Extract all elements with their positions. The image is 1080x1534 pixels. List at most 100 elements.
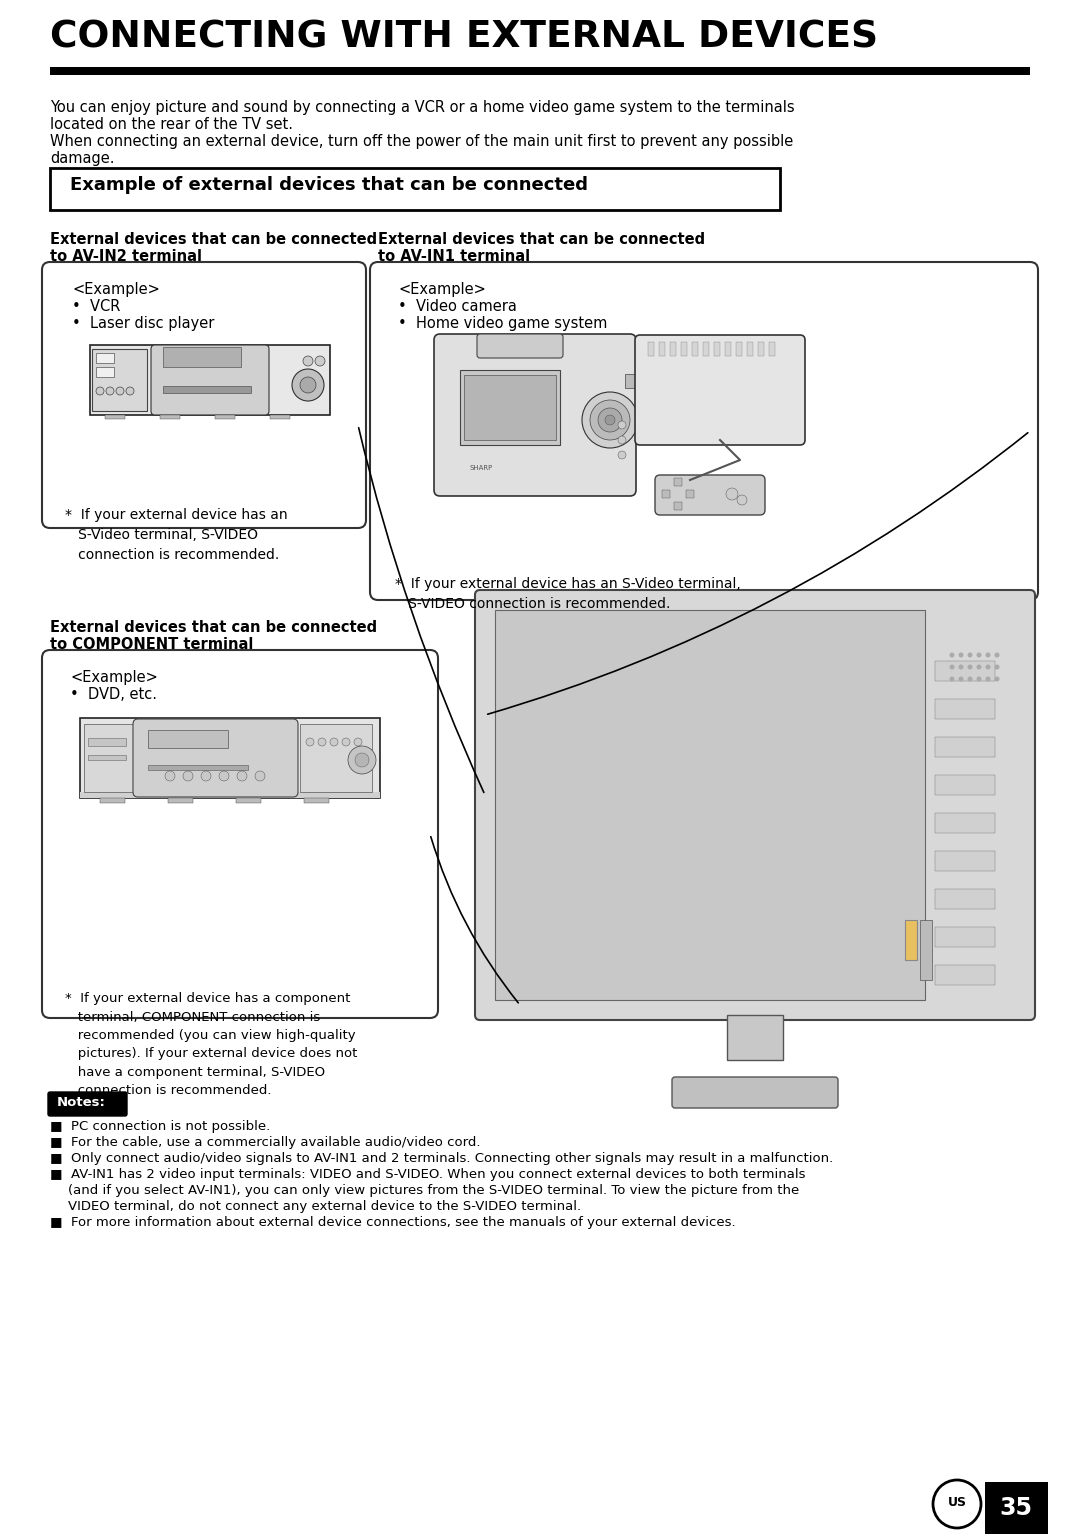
Circle shape — [303, 356, 313, 367]
Text: Notes:: Notes: — [57, 1095, 106, 1109]
Text: When connecting an external device, turn off the power of the main unit first to: When connecting an external device, turn… — [50, 133, 793, 149]
Text: External devices that can be connected: External devices that can be connected — [378, 232, 705, 247]
Circle shape — [126, 387, 134, 394]
Text: ■  For the cable, use a commercially available audio/video cord.: ■ For the cable, use a commercially avai… — [50, 1137, 481, 1149]
Bar — [300, 724, 372, 792]
Circle shape — [219, 772, 229, 781]
Bar — [464, 374, 556, 440]
Circle shape — [582, 393, 638, 448]
Circle shape — [968, 664, 972, 669]
Bar — [84, 724, 134, 792]
Bar — [100, 798, 125, 802]
Circle shape — [342, 738, 350, 746]
Bar — [935, 851, 995, 871]
Bar — [50, 169, 780, 210]
Circle shape — [959, 664, 963, 669]
Bar — [90, 345, 330, 416]
Bar — [935, 775, 995, 795]
Bar — [735, 342, 742, 356]
Circle shape — [995, 664, 999, 669]
Text: •  Laser disc player: • Laser disc player — [72, 316, 214, 331]
Bar — [935, 890, 995, 910]
Bar — [935, 965, 995, 985]
Circle shape — [618, 451, 626, 459]
Circle shape — [116, 387, 124, 394]
Bar — [674, 502, 681, 509]
Circle shape — [949, 676, 955, 681]
Circle shape — [355, 753, 369, 767]
FancyBboxPatch shape — [133, 719, 298, 798]
Circle shape — [292, 370, 324, 400]
Bar — [681, 342, 687, 356]
FancyBboxPatch shape — [434, 334, 636, 495]
Bar — [96, 367, 114, 377]
Bar — [935, 736, 995, 756]
Bar — [769, 342, 775, 356]
Circle shape — [949, 664, 955, 669]
Circle shape — [300, 377, 316, 393]
Text: ■  Only connect audio/video signals to AV-IN1 and 2 terminals. Connecting other : ■ Only connect audio/video signals to AV… — [50, 1152, 834, 1164]
Circle shape — [618, 436, 626, 443]
Bar — [163, 347, 241, 367]
Bar — [87, 738, 126, 746]
Bar — [662, 489, 670, 499]
Bar — [460, 370, 561, 445]
Bar — [80, 718, 380, 798]
Bar — [625, 374, 645, 388]
Circle shape — [976, 664, 982, 669]
Circle shape — [737, 495, 747, 505]
Circle shape — [605, 416, 615, 425]
Text: <Example>: <Example> — [72, 282, 160, 298]
Bar — [727, 1016, 783, 1060]
Bar — [659, 342, 665, 356]
Circle shape — [96, 387, 104, 394]
Circle shape — [165, 772, 175, 781]
FancyBboxPatch shape — [151, 345, 269, 416]
Text: ■  AV-IN1 has 2 video input terminals: VIDEO and S-VIDEO. When you connect exter: ■ AV-IN1 has 2 video input terminals: VI… — [50, 1167, 806, 1181]
Bar — [168, 798, 193, 802]
Circle shape — [318, 738, 326, 746]
Text: US: US — [947, 1497, 967, 1509]
Bar — [105, 416, 125, 419]
Text: VIDEO terminal, do not connect any external device to the S-VIDEO terminal.: VIDEO terminal, do not connect any exter… — [68, 1200, 581, 1213]
Bar — [686, 489, 694, 499]
Text: to COMPONENT terminal: to COMPONENT terminal — [50, 637, 254, 652]
FancyBboxPatch shape — [654, 476, 765, 515]
Text: You can enjoy picture and sound by connecting a VCR or a home video game system : You can enjoy picture and sound by conne… — [50, 100, 795, 115]
Text: Example of external devices that can be connected: Example of external devices that can be … — [70, 176, 588, 193]
Bar — [935, 813, 995, 833]
FancyBboxPatch shape — [42, 262, 366, 528]
Text: <Example>: <Example> — [70, 670, 158, 686]
Text: to AV-IN1 terminal: to AV-IN1 terminal — [378, 249, 530, 264]
Circle shape — [590, 400, 630, 440]
Text: damage.: damage. — [50, 150, 114, 166]
Bar — [714, 342, 720, 356]
Circle shape — [315, 356, 325, 367]
Bar — [703, 342, 708, 356]
Circle shape — [949, 652, 955, 658]
Text: External devices that can be connected: External devices that can be connected — [50, 620, 377, 635]
Circle shape — [986, 676, 990, 681]
Text: *  If your external device has a component
   terminal, COMPONENT connection is
: * If your external device has a componen… — [65, 992, 357, 1097]
Circle shape — [959, 652, 963, 658]
Bar — [920, 920, 932, 980]
Circle shape — [237, 772, 247, 781]
Circle shape — [618, 420, 626, 430]
Bar — [148, 730, 228, 749]
Text: ■  For more information about external device connections, see the manuals of yo: ■ For more information about external de… — [50, 1216, 735, 1229]
Bar — [80, 792, 380, 798]
Bar — [495, 611, 924, 1000]
Bar — [237, 798, 261, 802]
Bar — [148, 765, 248, 770]
Circle shape — [348, 746, 376, 775]
Text: SHARP: SHARP — [470, 465, 494, 471]
Bar — [92, 350, 147, 411]
Bar — [692, 342, 698, 356]
Text: External devices that can be connected: External devices that can be connected — [50, 232, 377, 247]
FancyBboxPatch shape — [635, 334, 805, 445]
Text: located on the rear of the TV set.: located on the rear of the TV set. — [50, 117, 293, 132]
Bar — [303, 798, 329, 802]
FancyBboxPatch shape — [42, 650, 438, 1019]
Bar — [50, 67, 1030, 75]
Text: ■  PC connection is not possible.: ■ PC connection is not possible. — [50, 1120, 270, 1134]
